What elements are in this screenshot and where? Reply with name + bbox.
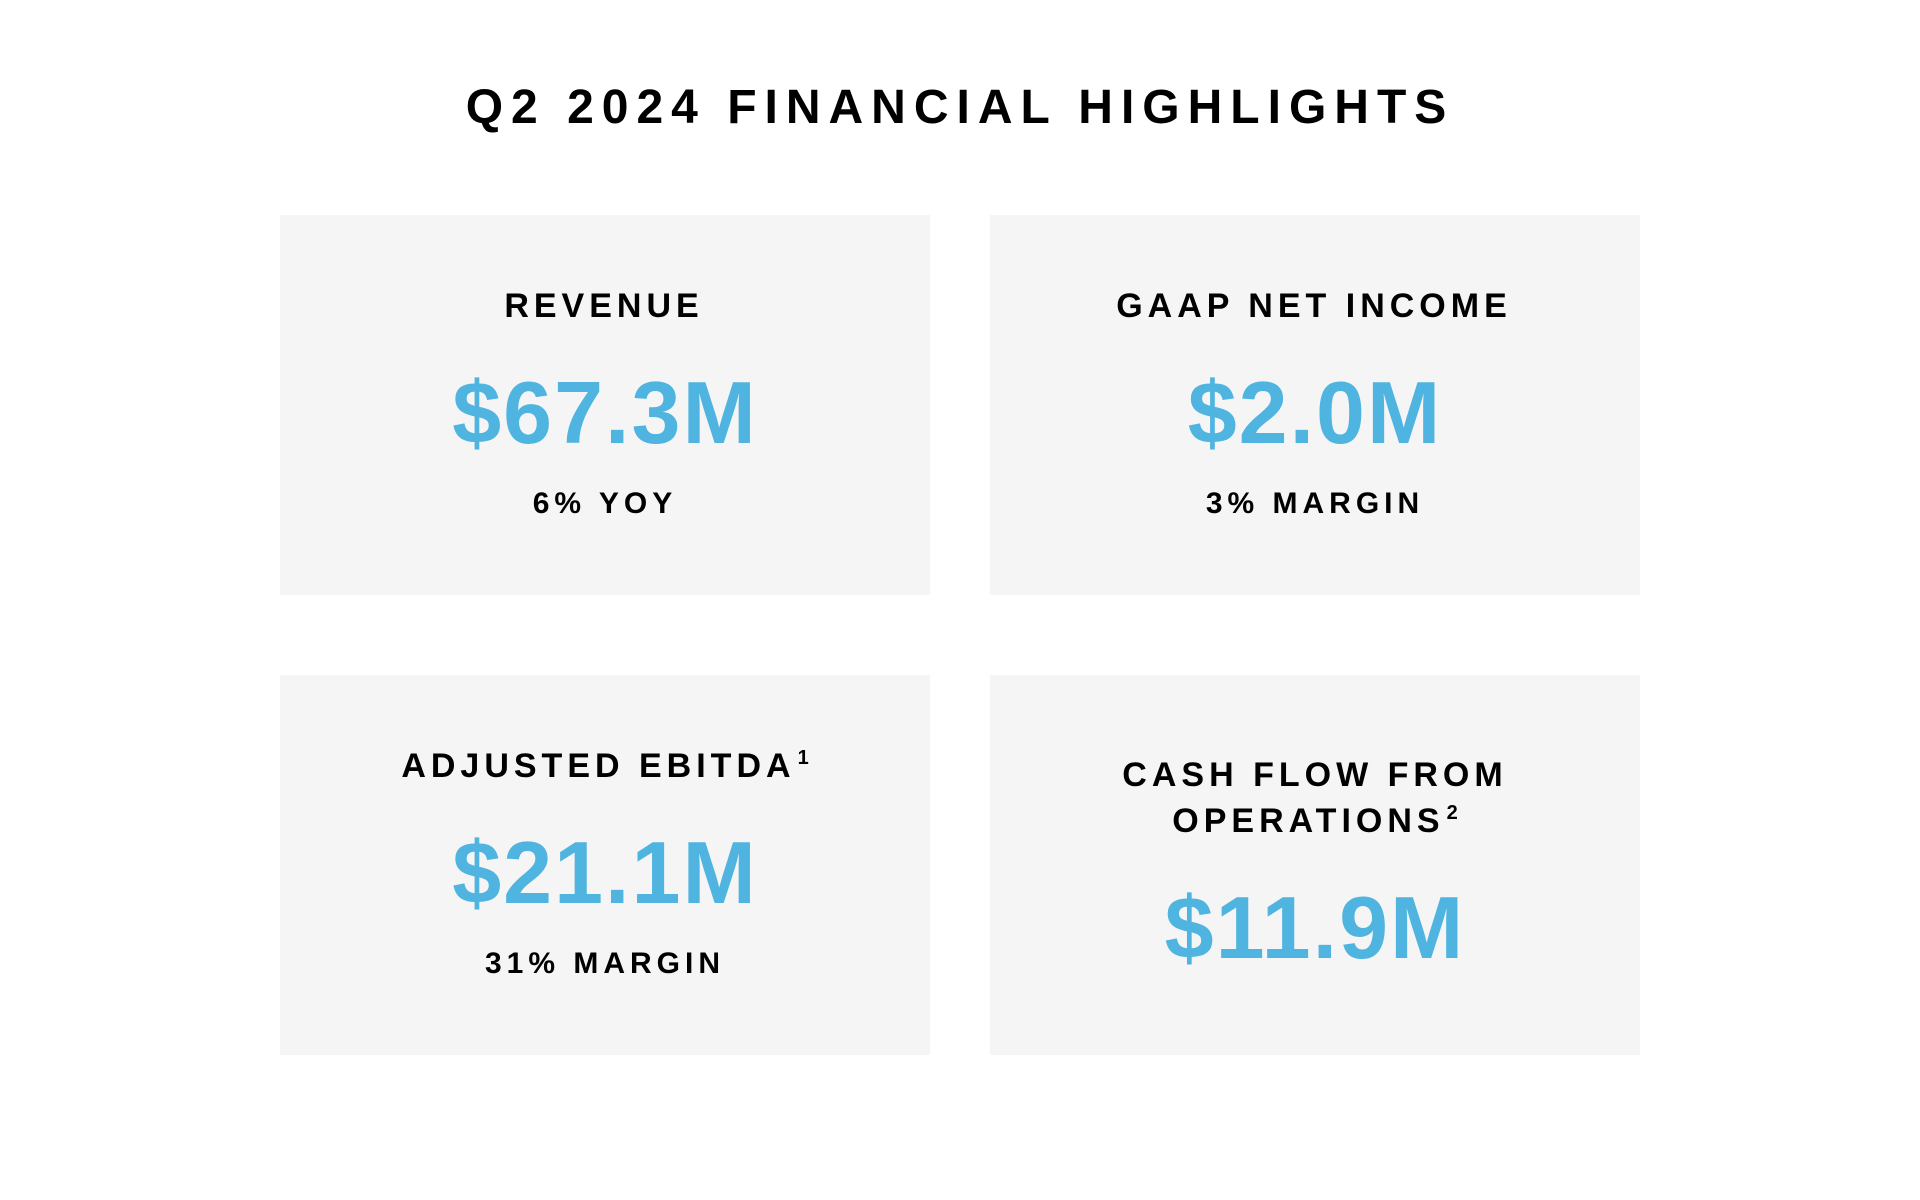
card-title-sup: 1 xyxy=(798,747,809,769)
card-value: $21.1M xyxy=(452,829,758,917)
card-value: $11.9M xyxy=(1165,884,1466,972)
cards-grid: REVENUE $67.3M 6% YOY GAAP NET INCOME $2… xyxy=(270,215,1650,1055)
card-cash-flow: CASH FLOW FROM OPERATIONS2 $11.9M xyxy=(990,675,1640,1055)
card-revenue: REVENUE $67.3M 6% YOY xyxy=(280,215,930,595)
card-value: $67.3M xyxy=(452,369,758,457)
card-title-text: ADJUSTED EBITDA xyxy=(401,747,795,785)
card-title: CASH FLOW FROM OPERATIONS2 xyxy=(1030,753,1600,845)
card-title: REVENUE xyxy=(504,284,705,330)
card-adjusted-ebitda: ADJUSTED EBITDA1 $21.1M 31% MARGIN xyxy=(280,675,930,1055)
card-sub: 6% YOY xyxy=(533,487,678,521)
card-title-sup: 2 xyxy=(1447,802,1458,824)
card-sub: 3% MARGIN xyxy=(1206,487,1424,521)
card-title: ADJUSTED EBITDA1 xyxy=(401,744,808,790)
card-value: $2.0M xyxy=(1188,369,1443,457)
card-title-text: CASH FLOW FROM OPERATIONS xyxy=(1122,756,1507,840)
card-title-text: GAAP NET INCOME xyxy=(1116,287,1512,325)
card-gaap-net-income: GAAP NET INCOME $2.0M 3% MARGIN xyxy=(990,215,1640,595)
card-sub: 31% MARGIN xyxy=(485,947,725,981)
page-title: Q2 2024 FINANCIAL HIGHLIGHTS xyxy=(270,80,1650,135)
card-title: GAAP NET INCOME xyxy=(1116,284,1514,330)
highlights-container: Q2 2024 FINANCIAL HIGHLIGHTS REVENUE $67… xyxy=(270,80,1650,1055)
card-title-text: REVENUE xyxy=(504,287,703,325)
